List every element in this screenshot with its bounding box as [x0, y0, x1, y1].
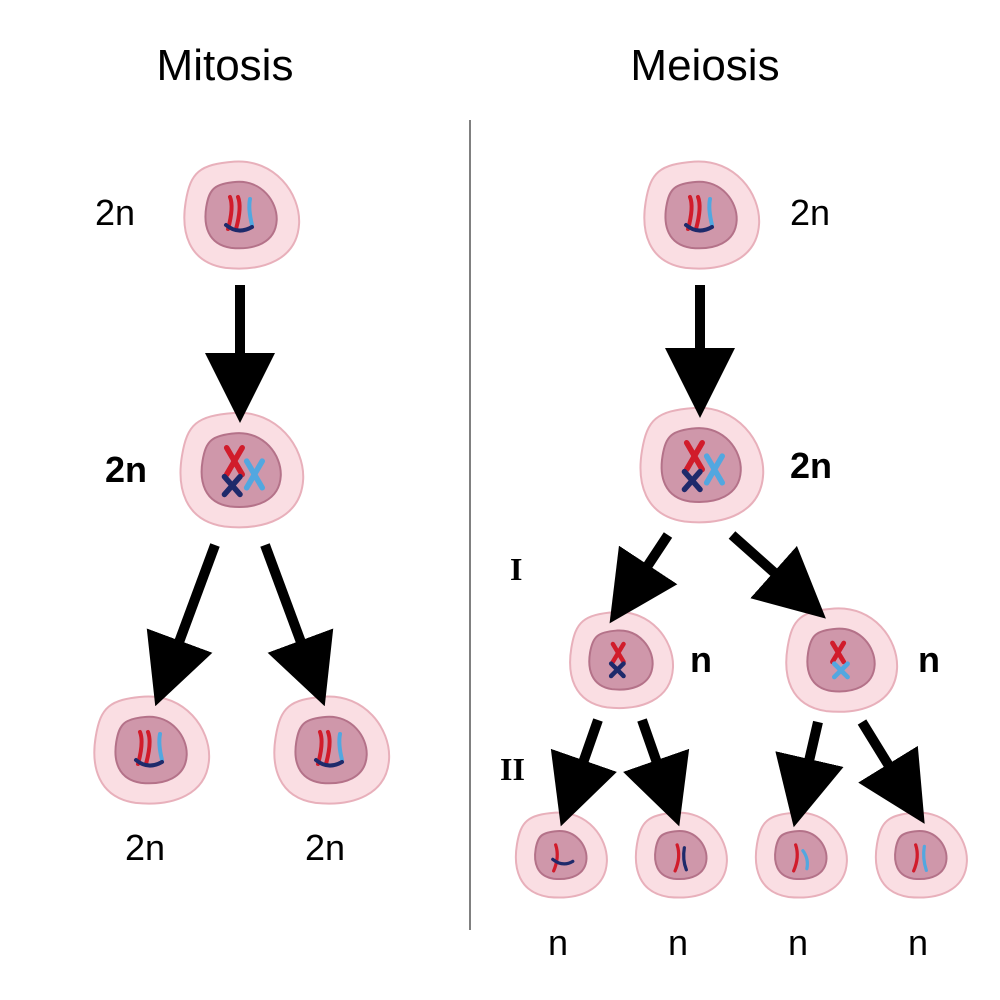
- cell-e-mR: [786, 608, 897, 711]
- meiosis-f1-label: n: [548, 922, 568, 963]
- mitosis-childR-label: 2n: [305, 827, 345, 868]
- stage-II-label: II: [500, 751, 525, 787]
- arrow: [265, 545, 315, 680]
- cell-e-parent: [644, 161, 759, 268]
- arrow: [800, 722, 818, 800]
- mitosis-dup-label: 2n: [105, 449, 147, 490]
- arrow: [625, 535, 668, 600]
- arrow: [570, 720, 598, 800]
- meiosis-f4-label: n: [908, 922, 928, 963]
- stage-I-label: I: [510, 551, 522, 587]
- cell-e-dup: [641, 408, 764, 522]
- title-meiosis: Meiosis: [630, 41, 779, 90]
- arrow: [642, 720, 670, 800]
- meiosis-f2-label: n: [668, 922, 688, 963]
- title-mitosis: Mitosis: [157, 41, 294, 90]
- mitosis-childL-label: 2n: [125, 827, 165, 868]
- meiosis-midL-label: n: [690, 639, 712, 680]
- meiosis-f3-label: n: [788, 922, 808, 963]
- cell-e-f4: [876, 813, 967, 898]
- arrow: [862, 722, 910, 800]
- cell-e-f2: [636, 813, 727, 898]
- arrow: [732, 535, 805, 600]
- mitosis-parent-label: 2n: [95, 192, 135, 233]
- cell-e-f3: [756, 813, 847, 898]
- cell-e-mL: [570, 612, 673, 708]
- cell-m-childR: [274, 696, 389, 803]
- meiosis-parent-label: 2n: [790, 192, 830, 233]
- cell-m-dup: [181, 413, 304, 527]
- cell-e-f1: [516, 813, 607, 898]
- cell-m-parent: [184, 161, 299, 268]
- diagram-root: MitosisMeiosis2n2n2n2n2n2nnnnnnnIII: [0, 0, 1000, 1000]
- meiosis-midR-label: n: [918, 639, 940, 680]
- arrow: [165, 545, 215, 680]
- cell-m-childL: [94, 696, 209, 803]
- meiosis-dup-label: 2n: [790, 445, 832, 486]
